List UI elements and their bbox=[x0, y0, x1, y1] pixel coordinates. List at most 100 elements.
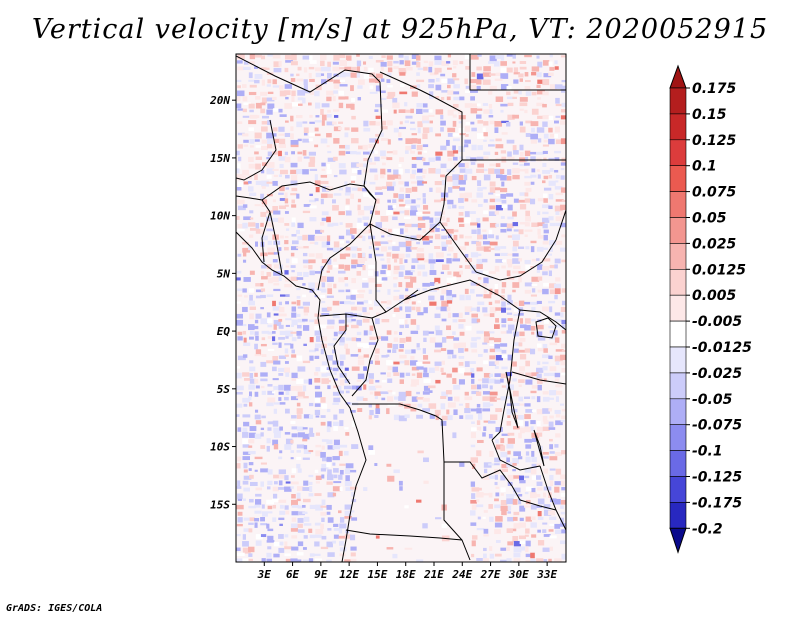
field-cell bbox=[273, 283, 280, 286]
field-cell bbox=[242, 534, 246, 540]
field-cell bbox=[260, 307, 264, 310]
field-cell bbox=[530, 522, 537, 528]
field-cell bbox=[495, 96, 504, 102]
field-cell bbox=[260, 252, 268, 257]
field-cell bbox=[536, 102, 544, 107]
field-cell bbox=[249, 192, 257, 196]
field-cell bbox=[291, 258, 298, 264]
field-cell bbox=[530, 325, 536, 331]
field-cell bbox=[273, 427, 282, 434]
field-cell bbox=[488, 492, 493, 498]
field-cell bbox=[410, 270, 415, 273]
field-cell bbox=[506, 228, 512, 232]
field-cell bbox=[507, 151, 512, 157]
field-cell bbox=[375, 289, 381, 293]
field-cell bbox=[524, 222, 530, 227]
field-cell bbox=[471, 540, 476, 547]
field-cell bbox=[309, 121, 315, 124]
field-cell bbox=[357, 145, 364, 150]
field-cell bbox=[405, 306, 412, 313]
field-cell bbox=[291, 499, 298, 506]
field-cell bbox=[296, 414, 302, 419]
field-cell bbox=[524, 198, 531, 203]
field-cell bbox=[327, 109, 331, 113]
field-cell bbox=[530, 468, 537, 475]
field-cell bbox=[248, 522, 254, 525]
field-cell bbox=[554, 444, 559, 448]
field-cell bbox=[303, 535, 308, 539]
field-cell bbox=[506, 546, 510, 551]
field-cell bbox=[357, 97, 362, 101]
field-cell bbox=[560, 115, 566, 120]
field-cell bbox=[429, 414, 435, 419]
field-cell bbox=[308, 349, 317, 353]
field-cell bbox=[237, 366, 241, 369]
field-cell bbox=[453, 271, 462, 278]
field-cell bbox=[320, 180, 329, 185]
field-cell bbox=[344, 510, 352, 516]
field-cell bbox=[452, 180, 459, 187]
field-cell bbox=[531, 438, 537, 442]
field-cell bbox=[446, 139, 450, 146]
field-cell bbox=[273, 444, 279, 450]
field-cell bbox=[476, 246, 485, 251]
field-cell bbox=[279, 330, 287, 335]
field-cell bbox=[446, 336, 454, 339]
field-cell bbox=[452, 204, 457, 209]
field-cell bbox=[428, 84, 434, 89]
field-cell bbox=[447, 396, 453, 401]
field-cell bbox=[543, 559, 548, 562]
field-cell bbox=[284, 343, 292, 346]
field-cell bbox=[512, 535, 518, 542]
field-cell bbox=[554, 558, 562, 562]
field-cell bbox=[315, 415, 320, 418]
field-cell bbox=[248, 445, 253, 448]
field-cell bbox=[254, 522, 258, 528]
field-cell bbox=[236, 414, 240, 417]
field-cell bbox=[284, 354, 289, 357]
field-cell bbox=[284, 223, 290, 226]
field-cell bbox=[489, 187, 496, 193]
field-cell bbox=[302, 433, 310, 440]
field-cell bbox=[267, 397, 276, 403]
field-cell bbox=[476, 487, 482, 491]
field-cell bbox=[513, 547, 522, 553]
field-cell bbox=[518, 312, 524, 316]
field-cell bbox=[536, 378, 543, 384]
field-cell bbox=[465, 66, 470, 70]
field-cell bbox=[524, 396, 531, 399]
field-cell bbox=[536, 312, 541, 318]
field-cell bbox=[554, 60, 558, 65]
colorbar-box bbox=[669, 294, 687, 322]
field-cell bbox=[375, 283, 382, 288]
field-cell bbox=[554, 378, 560, 382]
field-cell bbox=[495, 205, 503, 211]
field-cell bbox=[464, 126, 471, 132]
field-cell bbox=[542, 193, 548, 198]
field-cell bbox=[524, 426, 531, 433]
field-cell bbox=[351, 66, 358, 72]
field-cell bbox=[524, 492, 529, 495]
field-cell bbox=[465, 295, 471, 301]
field-cell bbox=[254, 409, 259, 413]
field-cell bbox=[507, 235, 512, 238]
field-cell bbox=[422, 229, 426, 233]
field-cell bbox=[549, 535, 557, 539]
field-cell bbox=[470, 457, 479, 463]
field-cell bbox=[507, 354, 513, 361]
field-cell bbox=[308, 72, 312, 78]
field-cell bbox=[416, 391, 420, 395]
field-cell bbox=[489, 139, 495, 142]
field-cell bbox=[428, 403, 437, 409]
field-cell bbox=[326, 439, 333, 445]
field-cell bbox=[501, 132, 508, 135]
field-cell bbox=[399, 72, 406, 76]
field-cell bbox=[483, 553, 487, 559]
field-cell bbox=[314, 553, 321, 556]
field-cell bbox=[296, 73, 300, 77]
field-cell bbox=[542, 529, 547, 533]
field-cell bbox=[423, 162, 430, 166]
field-cell bbox=[500, 193, 507, 199]
field-cell bbox=[410, 276, 417, 283]
field-cell bbox=[560, 511, 566, 515]
